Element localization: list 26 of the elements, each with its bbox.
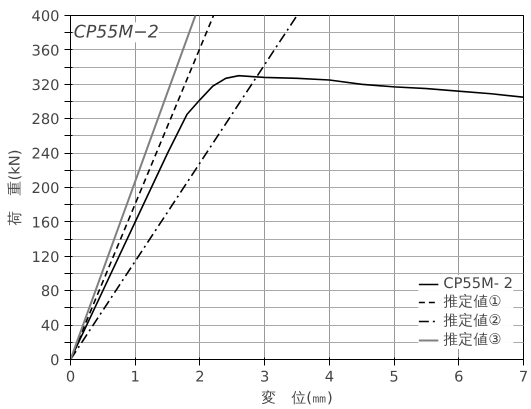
- legend-label: 推定値②: [443, 311, 502, 330]
- annotation: CP55M−2: [74, 22, 159, 42]
- y-tick-label: 160: [32, 214, 60, 232]
- y-tick-label: 40: [40, 318, 60, 335]
- x-tick-label: 5: [389, 368, 399, 386]
- x-tick-label: 0: [66, 368, 76, 386]
- x-tick-label: 7: [518, 368, 528, 386]
- legend-label: 推定値①: [443, 292, 502, 311]
- x-axis-title: 変 位(㎜): [261, 390, 333, 406]
- y-axis-title: 荷 重(kN): [6, 150, 24, 226]
- y-tick-label: 280: [32, 111, 60, 128]
- x-tick-label: 2: [195, 368, 205, 386]
- x-tick-label: 1: [130, 368, 140, 386]
- y-tick-label: 0: [50, 352, 60, 369]
- y-tick-label: 360: [32, 42, 60, 60]
- y-tick-label: 320: [32, 76, 60, 94]
- x-tick-label: 6: [454, 368, 464, 386]
- x-tick-label: 3: [260, 368, 270, 386]
- y-tick-label: 80: [40, 283, 60, 300]
- y-tick-label: 240: [32, 146, 60, 163]
- y-tick-label: 120: [32, 248, 60, 266]
- x-tick-label: 4: [324, 368, 334, 386]
- y-tick-label: 200: [32, 180, 60, 197]
- legend-label: CP55M- 2: [443, 275, 513, 292]
- y-tick-label: 400: [32, 8, 60, 25]
- legend-label: 推定値③: [443, 330, 502, 349]
